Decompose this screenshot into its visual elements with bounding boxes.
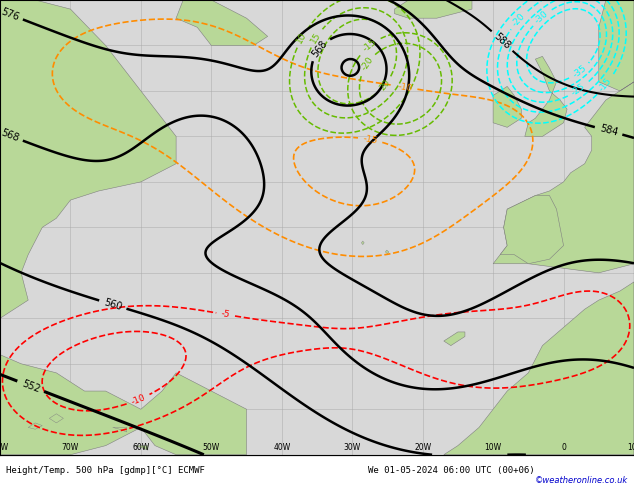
Text: 584: 584 [598, 123, 619, 138]
Text: -15: -15 [361, 37, 378, 53]
Text: -30: -30 [533, 9, 550, 25]
Polygon shape [525, 56, 567, 136]
Text: 588: 588 [492, 31, 512, 51]
Polygon shape [500, 196, 564, 264]
Polygon shape [444, 332, 465, 345]
Text: 10: 10 [295, 31, 309, 45]
Text: 50W: 50W [203, 443, 220, 452]
Text: 20: 20 [378, 78, 392, 93]
Text: -35: -35 [571, 63, 588, 79]
Polygon shape [493, 0, 634, 273]
Text: -15: -15 [362, 134, 378, 146]
Text: Height/Temp. 500 hPa [gdmp][°C] ECMWF: Height/Temp. 500 hPa [gdmp][°C] ECMWF [6, 466, 205, 475]
Text: -20: -20 [510, 11, 527, 28]
Text: 30W: 30W [344, 443, 361, 452]
Polygon shape [0, 0, 247, 455]
Text: 568: 568 [310, 38, 329, 59]
Polygon shape [361, 241, 364, 245]
Text: 40W: 40W [273, 443, 290, 452]
Text: -20: -20 [359, 55, 375, 73]
Polygon shape [49, 414, 63, 423]
Polygon shape [493, 86, 521, 127]
Polygon shape [385, 250, 389, 254]
Text: -10: -10 [130, 392, 147, 407]
Text: 80W: 80W [0, 443, 9, 452]
Text: -5: -5 [221, 309, 231, 319]
Text: 60W: 60W [133, 443, 150, 452]
Text: ©weatheronline.co.uk: ©weatheronline.co.uk [534, 476, 628, 485]
Text: 576: 576 [0, 6, 20, 23]
Text: 20W: 20W [414, 443, 431, 452]
Text: 552: 552 [20, 378, 41, 394]
Text: -10: -10 [397, 82, 413, 93]
Text: We 01-05-2024 06:00 UTC (00+06): We 01-05-2024 06:00 UTC (00+06) [368, 466, 534, 475]
Text: 0: 0 [561, 443, 566, 452]
Text: 15: 15 [309, 31, 323, 45]
Text: -15: -15 [597, 76, 614, 94]
Text: 10W: 10W [484, 443, 501, 452]
Text: -25: -25 [570, 82, 587, 98]
Polygon shape [28, 423, 42, 429]
Polygon shape [176, 0, 268, 46]
Text: 568: 568 [0, 127, 20, 144]
Polygon shape [444, 282, 634, 455]
Polygon shape [394, 0, 472, 18]
Polygon shape [113, 427, 127, 432]
Text: 70W: 70W [62, 443, 79, 452]
Text: 10E: 10E [627, 443, 634, 452]
Text: 560: 560 [103, 297, 123, 312]
Polygon shape [134, 445, 148, 450]
